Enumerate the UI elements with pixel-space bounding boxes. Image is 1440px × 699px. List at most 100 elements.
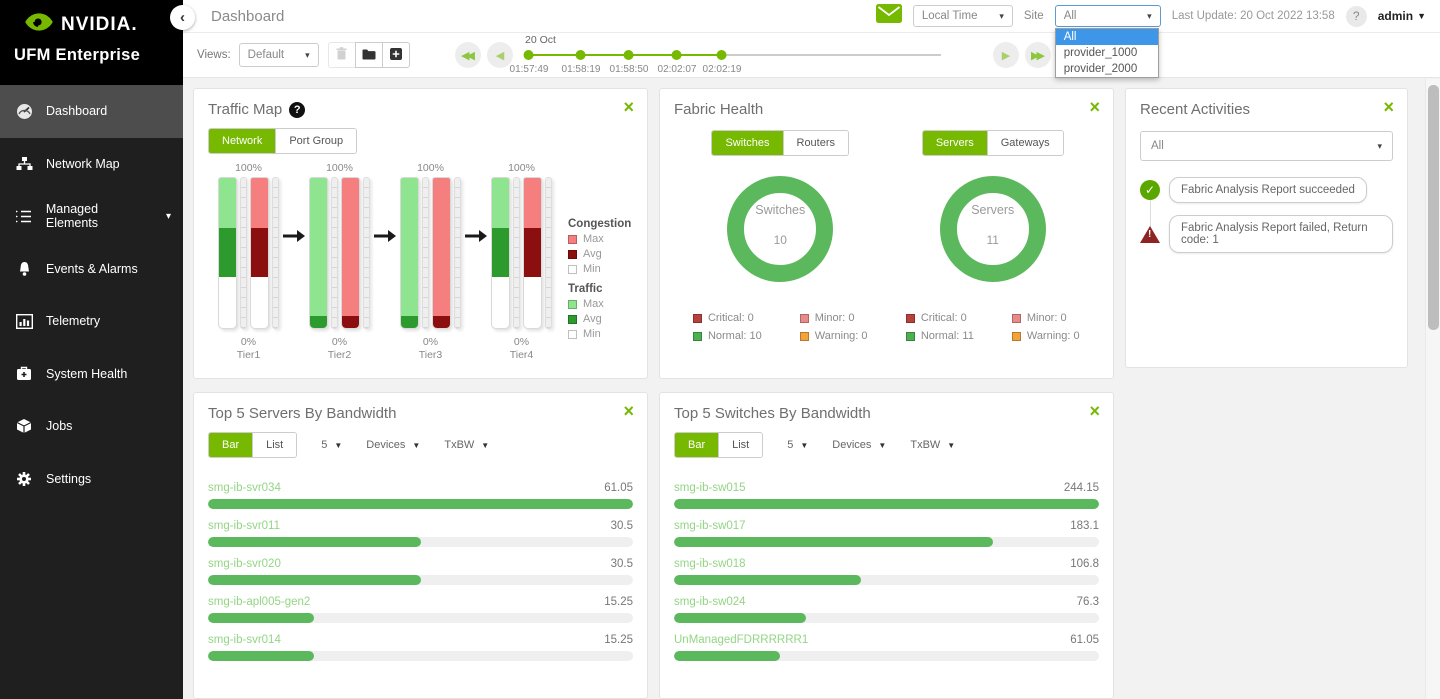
recent-activities-panel: Recent Activities × All ▾ ✓ Fabric Analy…: [1125, 88, 1408, 368]
chevron-down-icon: ▼: [800, 440, 809, 450]
sidebar-item-system-health[interactable]: System Health: [0, 348, 183, 401]
tab-port-group[interactable]: Port Group: [275, 129, 357, 153]
device-link[interactable]: smg-ib-svr014: [208, 634, 281, 647]
check-circle-icon: ✓: [1140, 180, 1160, 200]
traffic-bar: [400, 177, 419, 329]
device-link[interactable]: smg-ib-sw017: [674, 520, 746, 533]
chevron-down-icon: ▾: [1377, 140, 1382, 151]
tab-bar[interactable]: Bar: [675, 433, 719, 458]
device-link[interactable]: smg-ib-svr020: [208, 558, 281, 571]
mail-icon[interactable]: [875, 4, 902, 28]
timeline-stop[interactable]: 01:58:50: [610, 50, 648, 75]
timeline-rewind-button[interactable]: ◀◀: [455, 42, 481, 68]
tab-bar[interactable]: Bar: [209, 433, 253, 458]
delete-view-button[interactable]: [327, 42, 356, 68]
chevron-down-icon: ▾: [1147, 10, 1152, 21]
time-mode-select[interactable]: Local Time ▾: [912, 5, 1013, 27]
device-link[interactable]: smg-ib-svr011: [208, 520, 280, 533]
arrow-right-icon: [373, 228, 397, 249]
chevron-down-icon: ▼: [412, 440, 421, 450]
tab-routers[interactable]: Routers: [782, 131, 849, 155]
timeline-previous-button[interactable]: ◀: [487, 42, 513, 68]
group-select[interactable]: Devices ▼: [366, 439, 421, 452]
site-option-provider-2000[interactable]: provider_2000: [1063, 63, 1138, 75]
add-view-button[interactable]: [381, 42, 410, 68]
tab-network[interactable]: Network: [209, 129, 276, 153]
sidebar-item-managed-elements[interactable]: Managed Elements ▾: [0, 190, 183, 243]
congestion-bar: [523, 177, 542, 329]
bandwidth-row: smg-ib-sw018 106.8: [674, 558, 1099, 586]
tab-list[interactable]: List: [718, 433, 763, 458]
count-select[interactable]: 5 ▼: [787, 439, 809, 452]
servers-display-toggle: Bar List: [208, 432, 298, 459]
timeline-dot[interactable]: [672, 50, 682, 60]
sidebar-item-settings[interactable]: Settings: [0, 453, 183, 506]
tab-switches[interactable]: Switches: [712, 131, 783, 155]
timeline-stop[interactable]: 01:58:19: [562, 50, 600, 75]
site-select[interactable]: All ▾: [1054, 5, 1161, 27]
timeline-dot[interactable]: [576, 50, 586, 60]
sidebar-item-events-alarms[interactable]: Events & Alarms: [0, 243, 183, 296]
close-icon[interactable]: ×: [1089, 401, 1100, 422]
device-link[interactable]: smg-ib-sw015: [674, 482, 746, 495]
site-dropdown-list: All provider_1000 provider_2000: [1054, 28, 1159, 78]
add-square-icon: [389, 47, 402, 63]
device-link[interactable]: smg-ib-sw024: [674, 596, 746, 609]
device-link[interactable]: smg-ib-apl005-gen2: [208, 596, 311, 609]
timeline-next-button[interactable]: ▶: [993, 42, 1019, 68]
tab-gateways[interactable]: Gateways: [986, 131, 1063, 155]
main-area: ‹ Dashboard Local Time ▾ Site All ▾: [170, 0, 1440, 699]
user-menu[interactable]: admin ▼: [1377, 9, 1426, 23]
timeline-stop[interactable]: 02:02:07: [658, 50, 696, 75]
page-scrollbar[interactable]: [1425, 79, 1440, 699]
scrollbar-thumb[interactable]: [1428, 85, 1439, 330]
bar-scale: [545, 177, 552, 329]
sidebar-item-network-map[interactable]: Network Map: [0, 138, 183, 191]
timeline-dot[interactable]: [624, 50, 634, 60]
timeline-stop[interactable]: 01:57:49: [510, 50, 548, 75]
sidebar-collapse-button[interactable]: ‹: [170, 5, 195, 30]
close-icon[interactable]: ×: [1089, 97, 1100, 117]
activities-filter-select[interactable]: All ▾: [1140, 131, 1393, 161]
tab-list[interactable]: List: [252, 433, 297, 458]
recent-activities-title: Recent Activities: [1140, 101, 1251, 118]
trash-icon: [336, 47, 347, 63]
help-button[interactable]: ?: [1345, 5, 1367, 27]
site-option-provider-1000[interactable]: provider_1000: [1063, 47, 1138, 59]
sidebar-item-jobs[interactable]: Jobs: [0, 400, 183, 453]
metric-select[interactable]: TxBW ▼: [910, 439, 956, 452]
close-icon[interactable]: ×: [1383, 97, 1394, 117]
save-view-button[interactable]: [354, 42, 383, 68]
metric-select[interactable]: TxBW ▼: [444, 439, 490, 452]
views-toolbar: Views: Default ▾ ◀◀ ◀: [183, 33, 1440, 78]
device-link[interactable]: UnManagedFDRRRRRR1: [674, 634, 809, 647]
device-link[interactable]: smg-ib-sw018: [674, 558, 746, 571]
switches-donut-chart: Switches 10: [727, 176, 834, 282]
timeline-forward-button[interactable]: ▶▶: [1025, 42, 1051, 68]
timeline-stop[interactable]: 02:02:19: [703, 50, 741, 75]
traffic-bar: [309, 177, 328, 329]
timeline-dot[interactable]: [524, 50, 534, 60]
sidebar-item-label: Jobs: [46, 419, 73, 434]
site-option-all[interactable]: All: [1055, 29, 1158, 45]
tier-group: 100% 0% Tier2: [309, 162, 370, 361]
top-servers-panel: Top 5 Servers By Bandwidth × Bar List 5 ▼…: [193, 392, 648, 699]
tab-servers[interactable]: Servers: [922, 131, 987, 155]
device-link[interactable]: smg-ib-svr034: [208, 482, 281, 495]
panel-help-icon[interactable]: ?: [289, 101, 306, 118]
count-select[interactable]: 5 ▼: [321, 439, 343, 452]
bar-scale: [331, 177, 338, 329]
timeline-dot[interactable]: [717, 50, 727, 60]
sidebar-item-telemetry[interactable]: Telemetry: [0, 295, 183, 348]
sidebar-item-dashboard[interactable]: Dashboard: [0, 85, 183, 138]
timeline-track[interactable]: 20 Oct 01:57:49 01:58:19 01:58:50 02:02:…: [510, 34, 941, 75]
close-icon[interactable]: ×: [623, 401, 634, 422]
arrow-right-icon: [464, 228, 488, 249]
group-select[interactable]: Devices ▼: [832, 439, 887, 452]
view-select[interactable]: Default ▾: [238, 43, 319, 67]
tier-group: 100% 0% Tier4: [491, 162, 552, 361]
bandwidth-row: smg-ib-svr011 30.5: [208, 520, 633, 548]
close-icon[interactable]: ×: [623, 97, 634, 117]
traffic-map-title: Traffic Map ?: [208, 101, 633, 118]
activity-item: Fabric Analysis Report failed, Return co…: [1140, 215, 1393, 253]
